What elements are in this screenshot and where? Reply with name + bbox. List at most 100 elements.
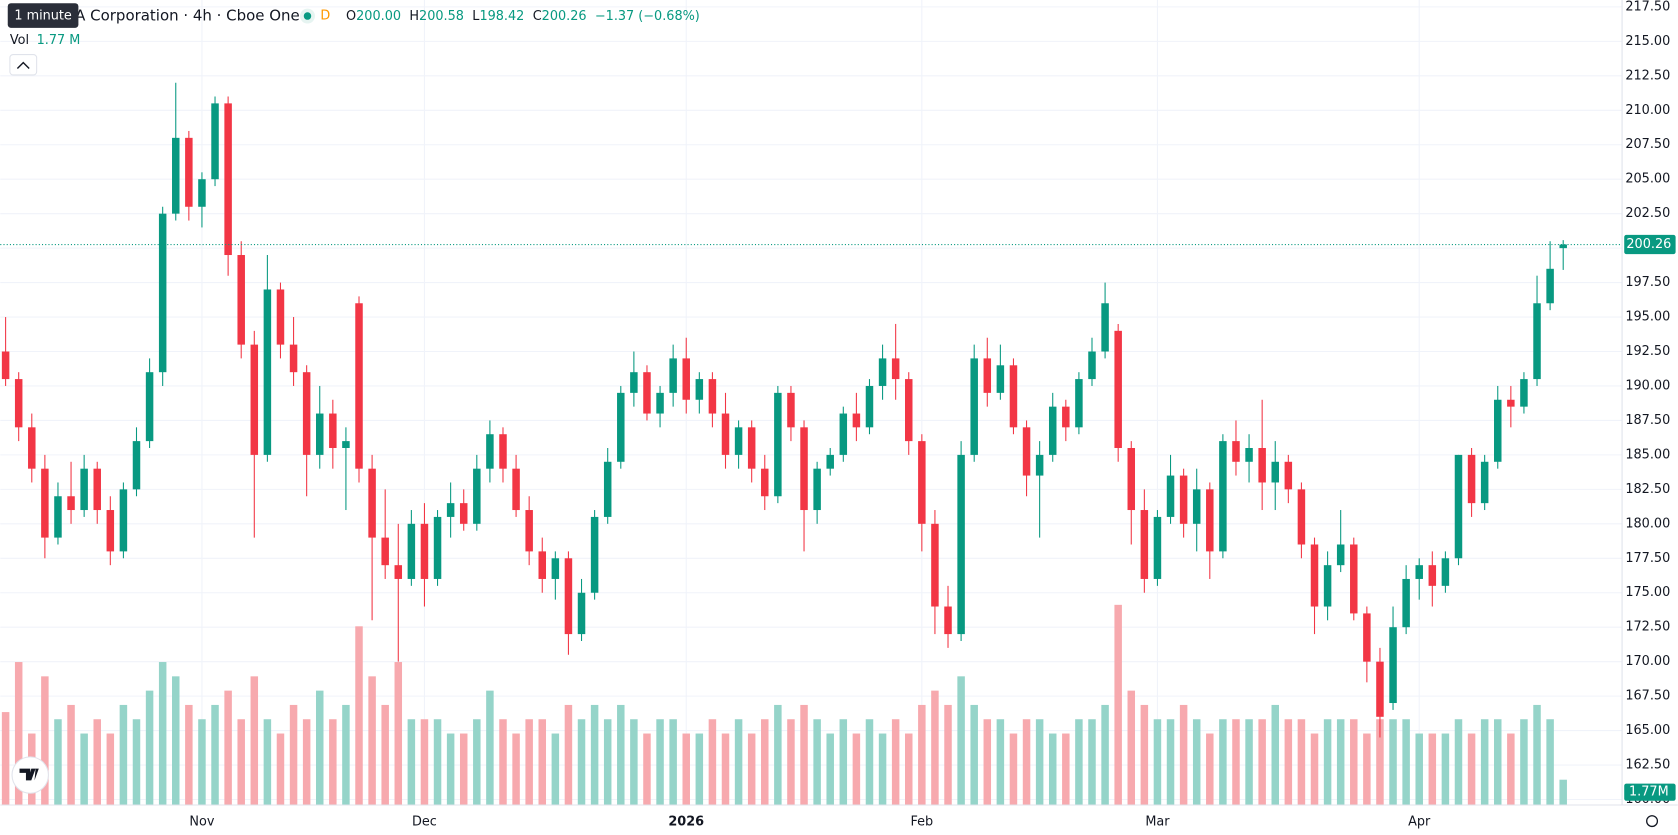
volume-bar — [1035, 719, 1044, 806]
candle-body — [1245, 448, 1253, 462]
flag: D — [320, 9, 330, 24]
candle-body — [761, 468, 769, 497]
volume-bar — [551, 733, 560, 806]
candle-body — [185, 137, 193, 207]
volume-bar — [1232, 719, 1240, 806]
candle-body — [1127, 448, 1136, 511]
candle-body — [315, 413, 324, 455]
candle-body — [787, 392, 795, 428]
volume-bar — [774, 704, 782, 806]
volume-bar — [106, 733, 115, 806]
y-tick-label: 197.50 — [1625, 275, 1670, 290]
volume-bar — [761, 719, 769, 806]
candle-body — [1062, 406, 1070, 428]
volume-bar — [957, 676, 965, 806]
volume-bar — [263, 719, 272, 806]
y-tick-label: 185.00 — [1625, 447, 1670, 462]
candle-body — [1153, 516, 1162, 579]
candle-body — [1376, 661, 1384, 717]
volume-bar — [355, 626, 363, 806]
candle-body — [28, 427, 36, 469]
volume-bar — [276, 733, 285, 806]
candle-body — [708, 379, 717, 414]
last-price-badge — [1624, 234, 1676, 255]
last-price-label: 200.26 — [1626, 237, 1671, 252]
volume-bar — [289, 704, 298, 806]
ohlc-value: 200.26 — [542, 9, 587, 24]
candle-body — [1179, 475, 1188, 524]
vol-value: 1.77 M — [37, 33, 81, 48]
vol-label: Vol — [10, 33, 29, 48]
candle-body — [158, 213, 167, 373]
volume-bar — [577, 719, 586, 806]
ohlc-value: 200.00 — [356, 9, 401, 24]
candle-body — [1075, 379, 1083, 428]
volume-bar — [1245, 719, 1253, 806]
candle-body — [918, 441, 926, 524]
candle-body — [1140, 510, 1149, 579]
candle-body — [407, 523, 416, 579]
volume-bar — [617, 704, 625, 806]
candle-body — [983, 358, 992, 393]
candle-body — [41, 468, 49, 538]
volume-bar — [1363, 733, 1371, 806]
volume-bar — [695, 733, 704, 806]
y-tick-label: 195.00 — [1625, 310, 1670, 325]
y-tick-label: 207.50 — [1625, 137, 1670, 152]
volume-bar — [813, 719, 821, 806]
volume-bar — [682, 733, 690, 806]
ohlc-key: O — [346, 9, 356, 24]
volume-bar — [473, 719, 481, 806]
volume-bar — [433, 719, 442, 806]
y-tick-label: 180.00 — [1625, 516, 1670, 531]
volume-bar — [865, 719, 874, 806]
tooltip-box — [7, 3, 79, 28]
volume-bar — [407, 719, 416, 806]
volume-bar — [250, 676, 259, 806]
candle-body — [145, 372, 154, 442]
volume-bar — [1166, 719, 1175, 806]
volume-bar — [381, 704, 389, 806]
volume-bar — [1559, 779, 1567, 806]
volume-bar — [1520, 719, 1528, 806]
volume-bar — [1009, 733, 1018, 806]
volume-bar — [158, 662, 167, 806]
ohlc-value: 200.58 — [419, 9, 464, 24]
volume-bar — [1336, 719, 1345, 806]
candle-body — [1467, 454, 1476, 504]
volume-bar — [302, 719, 311, 806]
candle-body — [1533, 303, 1541, 380]
candle-body — [289, 344, 298, 373]
candle-body — [931, 523, 939, 607]
candle-body — [263, 289, 272, 455]
axis-layer: 160.00162.50165.00167.50170.00172.50175.… — [189, 0, 1676, 830]
candle-body — [433, 516, 442, 579]
ohlc-key: L — [472, 9, 480, 24]
volume-bar — [983, 719, 992, 806]
settings-icon[interactable] — [1646, 815, 1659, 828]
candle-body — [1389, 627, 1397, 704]
volume-bar — [93, 719, 101, 806]
candle-body — [852, 413, 861, 428]
volume-bar — [669, 719, 677, 806]
volume-bar — [198, 719, 206, 806]
candle-body — [499, 434, 507, 469]
candle-body — [512, 468, 520, 511]
candle-body — [237, 255, 245, 345]
candle-body — [342, 441, 350, 449]
volume-bar — [1219, 719, 1227, 806]
y-tick-label: 192.50 — [1625, 344, 1670, 359]
candle-body — [826, 454, 834, 469]
volume-bar — [1258, 719, 1266, 806]
candle-body — [734, 427, 743, 455]
candle-body — [276, 289, 285, 345]
candle-body — [355, 303, 363, 469]
volume-bar — [590, 704, 599, 806]
candle-body — [957, 454, 965, 635]
ohlc-key: H — [409, 9, 419, 24]
volume-bar — [172, 676, 180, 806]
volume-bar — [996, 719, 1005, 806]
volume-bar — [211, 704, 219, 806]
candle-body — [1336, 544, 1345, 566]
collapse-button[interactable] — [9, 54, 38, 76]
